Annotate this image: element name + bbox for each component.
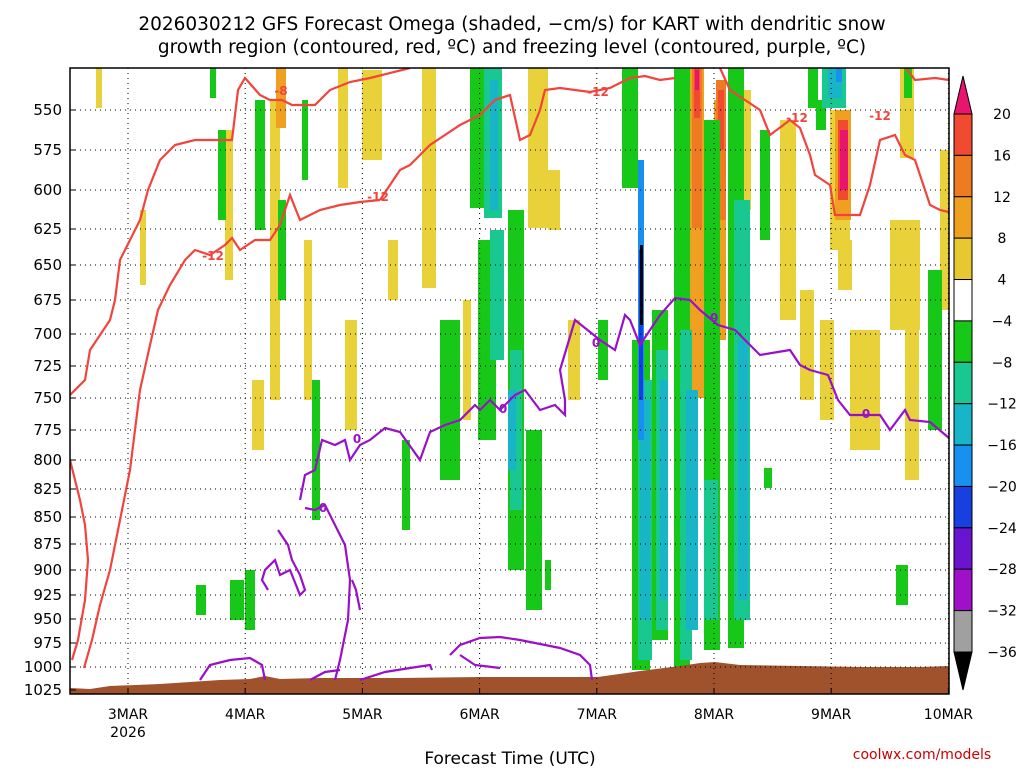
colorbar-label: −12 <box>987 397 1017 413</box>
dgz-contours <box>70 68 949 669</box>
y-tick-label: 950 <box>33 610 62 628</box>
colorbar-label: 8 <box>998 231 1007 247</box>
colorbar-box <box>953 279 973 322</box>
y-tick-label: 575 <box>33 141 62 159</box>
x-tick-label: 10MAR <box>924 707 973 723</box>
chart-title-line1: 2026030212 GFS Forecast Omega (shaded, −… <box>138 14 885 35</box>
y-tick-label: 875 <box>33 535 62 553</box>
colorbar-bottom-triangle <box>953 651 973 691</box>
y-tick-label: 750 <box>33 389 62 407</box>
colorbar-label: 16 <box>993 148 1011 164</box>
y-tick-label: 675 <box>33 291 62 309</box>
y-tick-label: 1000 <box>24 658 62 676</box>
colorbar-box <box>953 113 973 156</box>
colorbar-label: −36 <box>987 645 1017 661</box>
y-axis-labels: 550 575 600 625 650 675 700 725 750 775 800 825 850 8… <box>24 101 76 699</box>
y-tick-label: 700 <box>33 325 62 343</box>
x-tick-label: 3MAR <box>108 707 149 723</box>
contour-label: 0 <box>592 336 600 350</box>
colorbar-label: 20 <box>993 107 1011 123</box>
contour-label: -8 <box>274 84 287 98</box>
colorbar-box <box>953 361 973 405</box>
y-tick-label: 850 <box>33 508 62 526</box>
colorbar-box <box>953 444 973 487</box>
contour-label: -12 <box>869 109 891 123</box>
contour-label: 0 <box>710 311 718 325</box>
y-tick-label: 650 <box>33 256 62 274</box>
y-tick-label: 925 <box>33 586 62 604</box>
colorbar-label: −24 <box>987 521 1017 537</box>
colorbar-label: −20 <box>987 479 1017 495</box>
colorbar-box <box>953 610 973 653</box>
contour-label: 0 <box>499 402 507 416</box>
colorbar-label: −4 <box>992 314 1013 330</box>
y-tick-label: 900 <box>33 561 62 579</box>
x-tick-label: 7MAR <box>577 707 618 723</box>
y-tick-label: 600 <box>33 181 62 199</box>
omega-shading <box>96 68 949 688</box>
colorbar-label: −32 <box>987 604 1017 620</box>
y-tick-label: 775 <box>33 421 62 439</box>
x-tick-label: 5MAR <box>342 707 383 723</box>
x-axis-labels: 3MAR 4MAR 5MAR 6MAR 7MAR 8MAR 9MAR 10MAR <box>108 688 973 723</box>
x-tick-label: 4MAR <box>225 707 266 723</box>
colorbar-label: −28 <box>987 562 1017 578</box>
colorbar-box <box>953 154 973 198</box>
year-label: 2026 <box>110 725 146 741</box>
colorbar-label: −16 <box>987 438 1017 454</box>
colorbar-box <box>953 237 973 281</box>
contour-label: -12 <box>587 85 609 99</box>
contour-label: -12 <box>786 111 808 125</box>
colorbar: 20 16 12 8 4 −4 −8 −12 −16 −20 −24 −28 −32 −36 <box>953 75 1017 691</box>
colorbar-box <box>953 568 973 612</box>
colorbar-box <box>953 320 973 363</box>
contour-label: 0 <box>353 432 361 446</box>
colorbar-box <box>953 403 973 446</box>
chart-title-line2: growth region (contoured, red, ºC) and f… <box>158 37 866 58</box>
y-tick-label: 1025 <box>24 681 62 699</box>
watermark: coolwx.com/models <box>853 747 991 763</box>
plot-frame <box>69 67 950 695</box>
contour-label: 0 <box>319 501 327 515</box>
colorbar-box <box>953 485 973 529</box>
y-tick-label: 800 <box>33 451 62 469</box>
y-tick-label: 975 <box>33 634 62 652</box>
colorbar-label: 12 <box>993 190 1011 206</box>
y-tick-label: 825 <box>33 480 62 498</box>
y-tick-label: 550 <box>33 101 62 119</box>
y-tick-label: 625 <box>33 220 62 238</box>
colorbar-box <box>953 196 973 239</box>
freezing-contours <box>199 296 949 682</box>
contour-labels: -8 -12 -12 -12 -12 0 0 0 0 0 0 -12 <box>202 84 891 515</box>
colorbar-top-triangle <box>953 75 973 115</box>
colorbar-label: −8 <box>992 355 1013 371</box>
contour-label: -12 <box>367 190 389 204</box>
x-axis-title: Forecast Time (UTC) <box>424 749 595 768</box>
x-tick-label: 9MAR <box>811 707 852 723</box>
terrain <box>70 662 949 694</box>
contour-label: 0 <box>862 407 870 421</box>
x-tick-label: 6MAR <box>459 707 500 723</box>
colorbar-label: 4 <box>998 273 1007 289</box>
contour-label: -12 <box>202 249 224 263</box>
y-tick-label: 725 <box>33 357 62 375</box>
colorbar-box <box>953 527 973 570</box>
x-tick-label: 8MAR <box>694 707 735 723</box>
